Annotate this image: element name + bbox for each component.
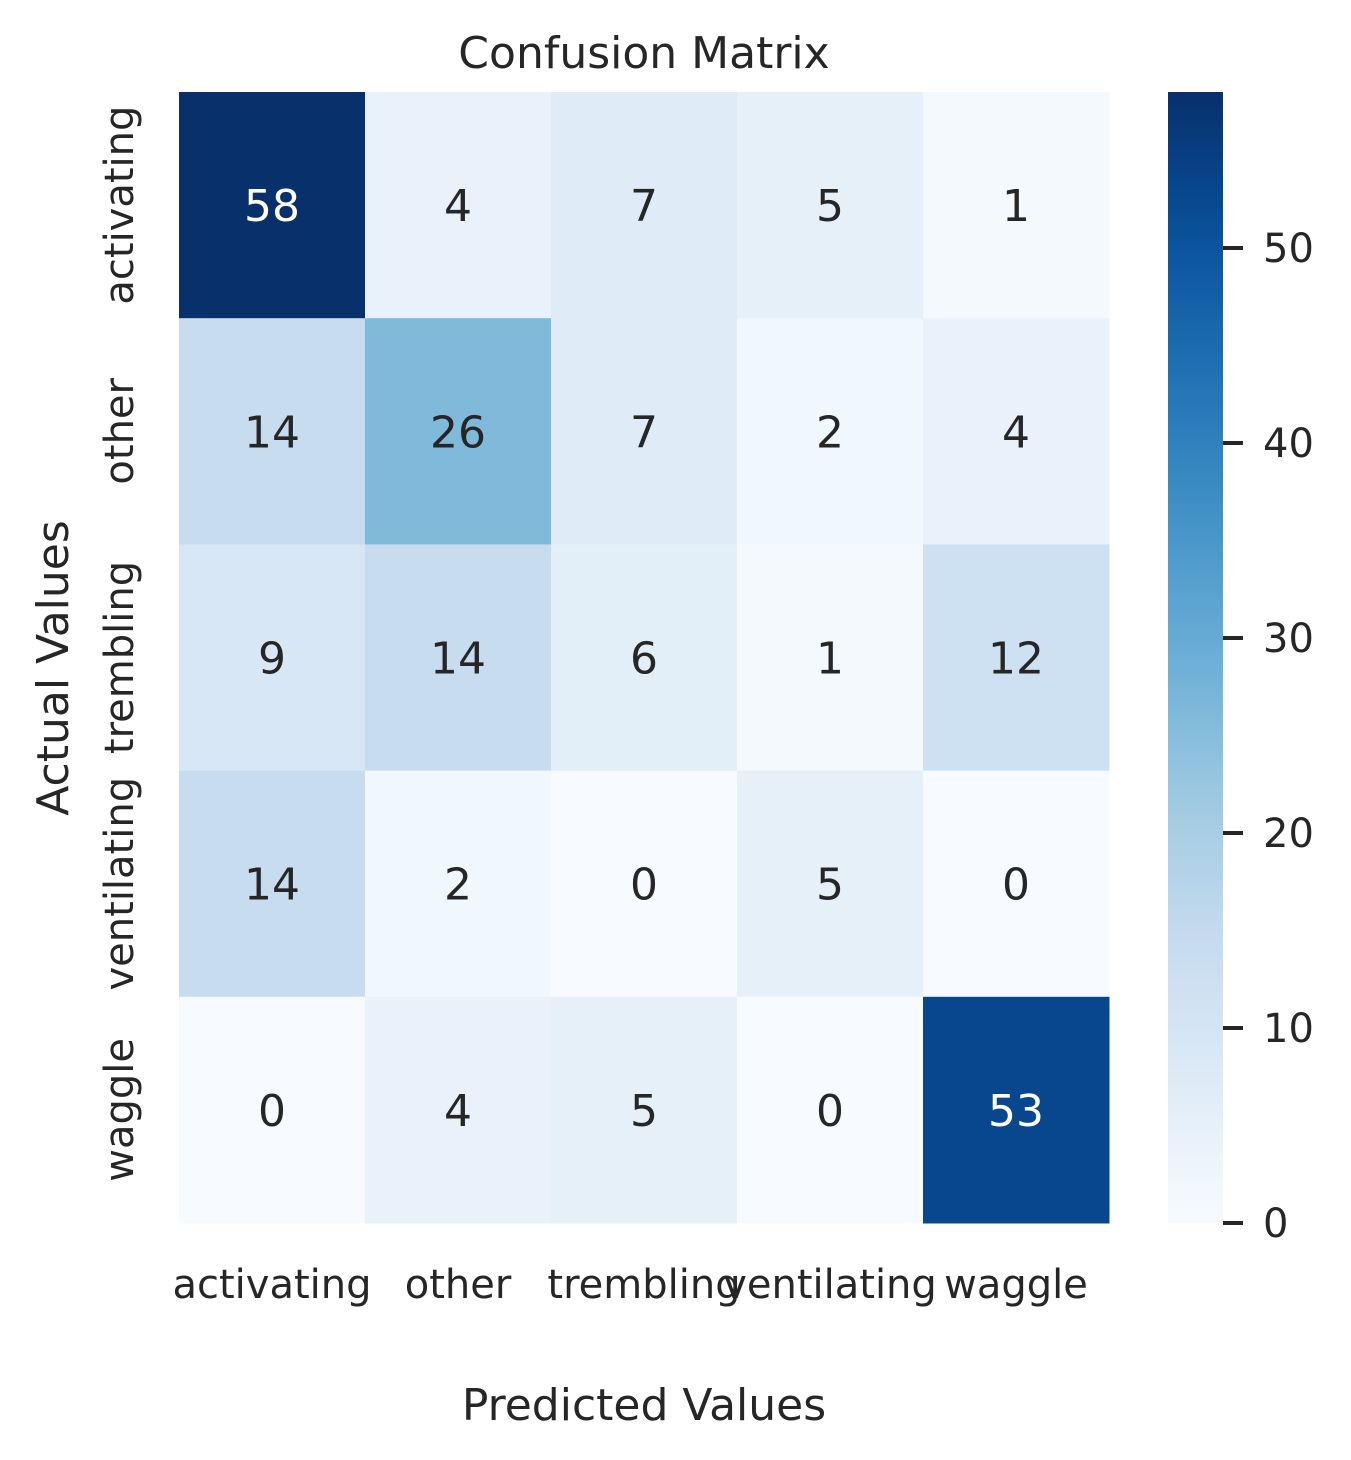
- y-tick-labels: activating other trembling ventilating waggl…: [97, 106, 143, 1182]
- cell-value-r1-c4: 4: [1002, 407, 1030, 458]
- heatmap-cells: [179, 92, 1110, 1224]
- chart-title: Confusion Matrix: [458, 28, 829, 79]
- heatmap-cell-r2-c2: [551, 544, 738, 772]
- heatmap-cell-r4-c1: [365, 996, 552, 1224]
- cell-value-r2-c3: 1: [816, 634, 844, 685]
- x-tick-trembling: trembling: [547, 1262, 740, 1308]
- cell-value-r3-c4: 0: [1002, 860, 1030, 911]
- heatmap-cell-labels: 58 4 7 5 1 14 26 7 2 4 9 14 6 1 12 14 2 0 5 0 0 4 5 0 53: [244, 181, 1044, 1137]
- heatmap-cell-r3-c3: [737, 770, 924, 998]
- colorbar-tick-label-20: 20: [1263, 811, 1314, 857]
- heatmap-cell-r4-c3: [737, 996, 924, 1224]
- heatmap-cell-r1-c2: [551, 318, 738, 545]
- cell-value-r0-c4: 1: [1002, 181, 1030, 232]
- x-axis-label: Predicted Values: [462, 1380, 826, 1431]
- x-tick-ventilating: ventilating: [723, 1262, 937, 1308]
- cell-value-r1-c2: 7: [630, 407, 658, 458]
- heatmap-cell-r2-c0: [179, 544, 366, 772]
- heatmap-cell-r1-c4: [923, 318, 1110, 545]
- cell-value-r4-c4: 53: [988, 1086, 1044, 1137]
- heatmap-cell-r3-c0: [179, 770, 366, 998]
- y-tick-activating: activating: [97, 106, 143, 305]
- x-tick-other: other: [405, 1262, 512, 1308]
- cell-value-r0-c2: 7: [630, 181, 658, 232]
- y-tick-ventilating: ventilating: [97, 777, 143, 991]
- heatmap-cell-r4-c4: [923, 996, 1110, 1224]
- colorbar-tick-label-10: 10: [1263, 1006, 1314, 1052]
- cell-value-r3-c0: 14: [244, 860, 300, 911]
- heatmap-cell-r0-c0: [179, 92, 366, 319]
- x-tick-waggle: waggle: [944, 1262, 1088, 1308]
- cell-value-r2-c2: 6: [630, 634, 658, 685]
- heatmap-cell-r3-c1: [365, 770, 552, 998]
- y-tick-other: other: [97, 377, 143, 484]
- cell-value-r0-c3: 5: [816, 181, 844, 232]
- colorbar-gradient: [1168, 92, 1223, 1223]
- heatmap-cell-r2-c4: [923, 544, 1110, 772]
- cell-value-r2-c0: 9: [258, 634, 286, 685]
- cell-value-r2-c1: 14: [430, 634, 486, 685]
- cell-value-r1-c0: 14: [244, 407, 300, 458]
- cell-value-r2-c4: 12: [988, 634, 1044, 685]
- heatmap-cell-r4-c2: [551, 996, 738, 1224]
- heatmap-cell-r4-c0: [179, 996, 366, 1224]
- heatmap-cell-r1-c1: [365, 318, 552, 545]
- cell-value-r0-c1: 4: [444, 181, 472, 232]
- colorbar-tick-label-40: 40: [1263, 421, 1314, 467]
- heatmap-cell-r3-c2: [551, 770, 738, 998]
- cell-value-r1-c1: 26: [430, 407, 486, 458]
- cell-value-r4-c2: 5: [630, 1086, 658, 1137]
- cell-value-r4-c1: 4: [444, 1086, 472, 1137]
- x-tick-activating: activating: [172, 1262, 371, 1308]
- cell-value-r3-c2: 0: [630, 860, 658, 911]
- y-tick-trembling: trembling: [97, 561, 143, 754]
- heatmap-cell-r0-c1: [365, 92, 552, 319]
- colorbar-tick-label-30: 30: [1263, 616, 1314, 662]
- cell-value-r4-c0: 0: [258, 1086, 286, 1137]
- colorbar-tick-label-0: 0: [1263, 1201, 1288, 1247]
- heatmap-cell-r1-c3: [737, 318, 924, 545]
- heatmap-cell-r0-c3: [737, 92, 924, 319]
- colorbar: 0 10 20 30 40 50: [1168, 92, 1314, 1247]
- colorbar-tick-label-50: 50: [1263, 226, 1314, 272]
- y-tick-waggle: waggle: [97, 1038, 143, 1182]
- heatmap-cell-r1-c0: [179, 318, 366, 545]
- heatmap-cell-r2-c3: [737, 544, 924, 772]
- cell-value-r4-c3: 0: [816, 1086, 844, 1137]
- heatmap-cell-r0-c4: [923, 92, 1110, 319]
- y-axis-label: Actual Values: [28, 520, 79, 816]
- cell-value-r0-c0: 58: [244, 181, 300, 232]
- cell-value-r1-c3: 2: [816, 407, 844, 458]
- heatmap-cell-r3-c4: [923, 770, 1110, 998]
- cell-value-r3-c1: 2: [444, 860, 472, 911]
- heatmap-cell-r2-c1: [365, 544, 552, 772]
- heatmap-cell-r0-c2: [551, 92, 738, 319]
- cell-value-r3-c3: 5: [816, 860, 844, 911]
